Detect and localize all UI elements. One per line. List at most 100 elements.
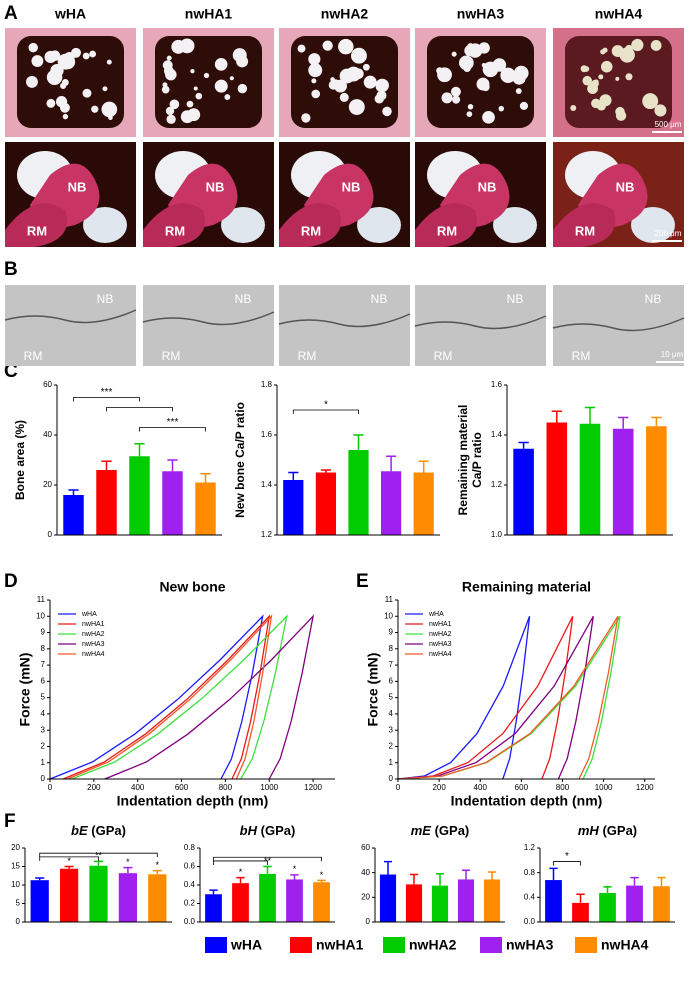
y-axis-label: Remaining material (456, 405, 470, 516)
image-pore (214, 79, 228, 93)
image-pore (334, 79, 347, 93)
image-pore (631, 207, 675, 243)
y-tick-label: 5 (16, 899, 21, 908)
image-crack (4, 309, 137, 324)
significance: * (156, 860, 160, 870)
bar (313, 882, 330, 922)
title-unit: (GPa) (91, 823, 126, 838)
y-tick-label: 10 (36, 611, 45, 620)
error-bar (200, 473, 211, 483)
y-tick-label: 20 (43, 480, 52, 489)
image-pore (339, 92, 349, 102)
y-tick-label: 9 (41, 628, 46, 637)
bracket (106, 407, 173, 412)
column-label: nwHA1 (185, 6, 233, 22)
y-tick-label: 10 (384, 611, 393, 620)
legend-label: nwHA1 (82, 621, 105, 628)
axis-line (49, 600, 335, 780)
error-bar (435, 873, 445, 886)
panel-label: B (4, 259, 18, 280)
error-bar (386, 455, 397, 472)
region-label: NB (478, 179, 497, 194)
scale-bar-label: 200 μm (655, 229, 682, 238)
bar (379, 874, 397, 922)
image-bone (5, 203, 67, 247)
panel-label: D (4, 571, 18, 592)
image-pore (570, 104, 577, 111)
image-pore (363, 75, 377, 89)
data-line (104, 614, 315, 780)
region-label: RM (165, 223, 185, 238)
legend-label: nwHA2 (429, 631, 452, 638)
image-crack (414, 315, 547, 330)
panel-label: C (4, 361, 18, 382)
error-bar (461, 869, 471, 880)
image-pore (193, 86, 198, 91)
bar (653, 886, 670, 922)
y-tick-label: 1.0 (491, 530, 503, 539)
bar (283, 480, 304, 535)
image-pore (351, 47, 367, 64)
y-axis-label: Bone area (%) (13, 420, 27, 500)
y-tick-label: 6 (41, 676, 46, 685)
legend-swatch (383, 937, 405, 953)
y-tick-label: 1 (389, 758, 394, 767)
image-pore (59, 102, 70, 113)
image-pore (515, 88, 522, 95)
image-pore (650, 40, 662, 51)
y-tick-label: 8 (389, 644, 394, 653)
image-pore (467, 104, 474, 110)
significance: * (565, 851, 569, 862)
image-pore (362, 63, 370, 71)
column-label: nwHA2 (321, 6, 369, 22)
image-pore (46, 98, 56, 108)
bar (30, 880, 49, 922)
image-pore (598, 74, 604, 80)
image-pore (583, 66, 590, 72)
image-pore (161, 85, 170, 94)
image-pore (338, 38, 354, 55)
title-symbol: bH (240, 823, 258, 838)
image-pore (493, 207, 537, 243)
bar (315, 472, 337, 535)
y-tick-label: 3 (389, 725, 394, 734)
data-line (71, 614, 288, 780)
y-tick-label: 0.8 (184, 843, 196, 852)
error-bar (409, 873, 419, 885)
bar (413, 472, 434, 535)
data-line (397, 616, 531, 780)
image-pore (375, 82, 385, 92)
image-pore (311, 78, 317, 84)
significance: * (126, 857, 130, 867)
y-tick-label: 40 (43, 430, 52, 439)
error-bar (603, 886, 612, 894)
micrograph (414, 285, 547, 366)
y-tick-label: 7 (389, 660, 394, 669)
image-pore (82, 88, 92, 98)
title-symbol: mH (578, 823, 600, 838)
y-axis-label: New bone Ca/P ratio (233, 402, 247, 518)
image-bone (279, 203, 341, 247)
region-label: NB (68, 179, 87, 194)
bar (129, 456, 150, 535)
image-bone (553, 203, 615, 247)
axis-line (506, 385, 673, 536)
bar (348, 450, 369, 535)
legend-label: nwHA2 (409, 937, 457, 953)
micrograph (4, 285, 137, 366)
significance: * (324, 400, 328, 411)
image-pore (224, 94, 231, 100)
axis-line (374, 848, 505, 923)
y-axis-label: Ca/P ratio (470, 432, 484, 488)
image-pore (348, 99, 365, 115)
image-pore (594, 79, 599, 85)
bar (59, 868, 79, 922)
axis-line (24, 848, 172, 923)
legend-label: wHA (81, 611, 97, 618)
region-label: RM (575, 223, 595, 238)
image-pore (441, 92, 453, 104)
micrograph (279, 142, 410, 247)
image-pore (28, 42, 38, 53)
image-pore (591, 98, 601, 109)
error-bar (167, 459, 178, 472)
